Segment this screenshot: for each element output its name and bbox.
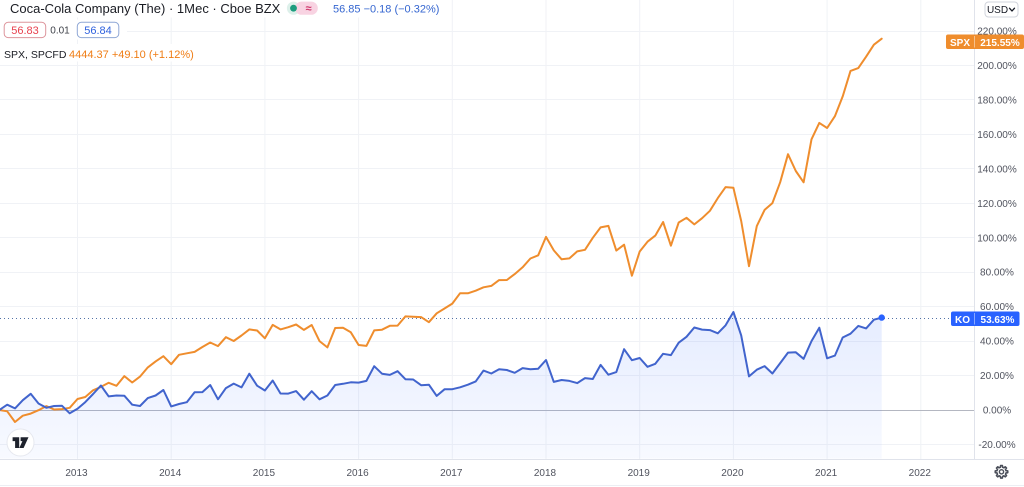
- svg-text:2018: 2018: [534, 468, 557, 479]
- svg-text:53.63%: 53.63%: [981, 315, 1015, 326]
- svg-text:KO: KO: [955, 315, 970, 326]
- svg-text:2016: 2016: [346, 468, 369, 479]
- svg-text:2013: 2013: [65, 468, 88, 479]
- svg-text:-20.00%: -20.00%: [978, 440, 1015, 451]
- svg-text:140.00%: 140.00%: [977, 164, 1017, 175]
- svg-text:100.00%: 100.00%: [977, 233, 1017, 244]
- svg-text:2020: 2020: [721, 468, 744, 479]
- svg-text:≈: ≈: [305, 3, 311, 15]
- svg-text:200.00%: 200.00%: [977, 61, 1017, 72]
- svg-text:0.01: 0.01: [50, 26, 70, 37]
- svg-text:80.00%: 80.00%: [980, 268, 1014, 279]
- svg-text:2015: 2015: [253, 468, 276, 479]
- svg-text:2022: 2022: [909, 468, 932, 479]
- svg-text:USD: USD: [987, 5, 1008, 16]
- svg-text:2019: 2019: [628, 468, 651, 479]
- svg-text:20.00%: 20.00%: [980, 371, 1014, 382]
- svg-text:4444.37 +49.10 (+1.12%): 4444.37 +49.10 (+1.12%): [69, 49, 194, 61]
- svg-text:56.84: 56.84: [84, 25, 112, 37]
- svg-text:56.83: 56.83: [11, 25, 39, 37]
- svg-text:SPX: SPX: [950, 38, 970, 49]
- svg-text:180.00%: 180.00%: [977, 95, 1017, 106]
- svg-text:56.85 −0.18 (−0.32%): 56.85 −0.18 (−0.32%): [333, 4, 439, 16]
- svg-text:2021: 2021: [815, 468, 838, 479]
- svg-text:60.00%: 60.00%: [980, 302, 1014, 313]
- svg-text:40.00%: 40.00%: [980, 337, 1014, 348]
- svg-text:0.00%: 0.00%: [983, 406, 1011, 417]
- svg-text:2014: 2014: [159, 468, 182, 479]
- svg-text:160.00%: 160.00%: [977, 130, 1017, 141]
- svg-text:220.00%: 220.00%: [977, 27, 1017, 38]
- svg-text:SPX, SPCFD: SPX, SPCFD: [4, 49, 67, 61]
- svg-text:215.55%: 215.55%: [980, 38, 1020, 49]
- svg-text:2017: 2017: [440, 468, 463, 479]
- svg-text:Coca-Cola Company (The) · 1Мес: Coca-Cola Company (The) · 1Мес · Cboe BZ…: [10, 1, 281, 16]
- svg-text:120.00%: 120.00%: [977, 199, 1017, 210]
